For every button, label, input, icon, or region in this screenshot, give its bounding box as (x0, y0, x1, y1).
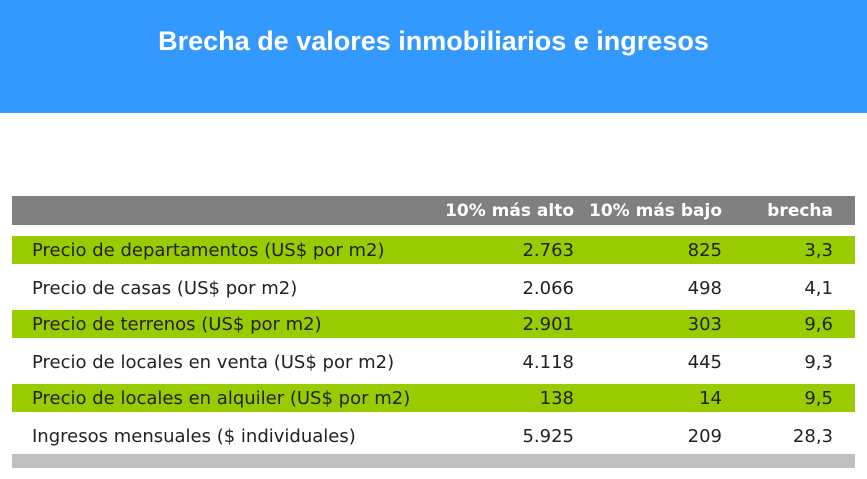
cell-low: 209 (687, 426, 722, 447)
cell-low: 445 (687, 352, 722, 373)
cell-low: 303 (687, 313, 722, 335)
cell-gap: 4,1 (804, 278, 833, 299)
page-title: Brecha de valores inmobiliarios e ingres… (158, 26, 709, 56)
cell-high: 4.118 (522, 352, 574, 373)
cell-high: 2.066 (522, 278, 574, 299)
cell-high: 5.925 (522, 426, 574, 447)
table-row: Precio de departamentos (US$ por m2) 2.7… (12, 233, 855, 270)
row-label: Precio de locales en venta (US$ por m2) (32, 352, 395, 373)
table-row: Precio de casas (US$ por m2) 2.066 498 4… (12, 270, 855, 307)
cell-low: 825 (687, 239, 722, 261)
cell-gap: 9,3 (804, 352, 833, 373)
row-label: Precio de departamentos (US$ por m2) (32, 239, 385, 261)
cell-low: 498 (687, 278, 722, 299)
row-label: Precio de locales en alquiler (US$ por m… (32, 387, 411, 409)
column-header-high: 10% más alto (445, 200, 574, 221)
row-label: Precio de casas (US$ por m2) (32, 278, 298, 299)
table-row: Ingresos mensuales ($ individuales) 5.92… (12, 418, 855, 455)
row-label: Precio de terrenos (US$ por m2) (32, 313, 322, 335)
cell-high: 2.763 (522, 239, 574, 261)
cell-high: 2.901 (522, 313, 574, 335)
row-highlight (12, 384, 855, 412)
cell-gap: 9,6 (804, 313, 833, 335)
column-header-gap: brecha (767, 200, 833, 221)
row-label: Ingresos mensuales ($ individuales) (32, 426, 356, 447)
table-row: Precio de locales en alquiler (US$ por m… (12, 381, 855, 418)
column-header-low: 10% más bajo (589, 200, 722, 221)
cell-gap: 28,3 (792, 426, 833, 447)
row-highlight (12, 236, 855, 264)
title-banner: Brecha de valores inmobiliarios e ingres… (0, 0, 867, 113)
table-header-row: 10% más alto 10% más bajo brecha (12, 196, 855, 225)
cell-gap: 3,3 (804, 239, 833, 261)
cell-gap: 9,5 (804, 387, 833, 409)
table-row: Precio de locales en venta (US$ por m2) … (12, 344, 855, 381)
data-table: 10% más alto 10% más bajo brecha Precio … (12, 196, 855, 455)
table-footer-bar (12, 454, 855, 468)
row-highlight (12, 310, 855, 338)
cell-high: 138 (539, 387, 574, 409)
cell-low: 14 (699, 387, 722, 409)
table-row: Precio de terrenos (US$ por m2) 2.901 30… (12, 307, 855, 344)
